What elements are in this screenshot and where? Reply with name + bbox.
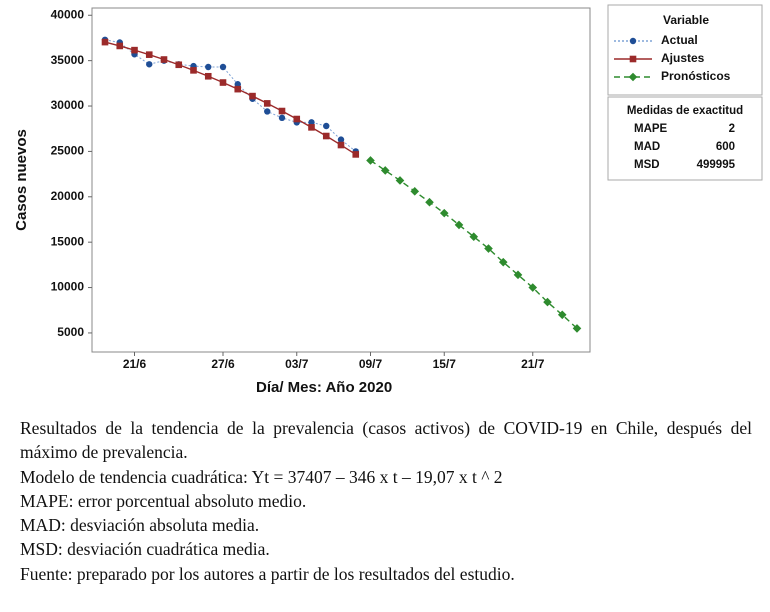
caption: Resultados de la tendencia de la prevale…: [20, 416, 752, 586]
accuracy-name: MAD: [634, 141, 660, 153]
plot-frame: [91, 7, 591, 353]
caption-line: Resultados de la tendencia de la prevale…: [20, 418, 752, 463]
point: [323, 122, 330, 130]
x-tick-label: 09/7: [359, 357, 383, 371]
point: [543, 297, 552, 307]
point: [366, 156, 375, 165]
point: [484, 244, 493, 253]
point: [337, 136, 345, 143]
y-tick-label: 15000: [51, 234, 85, 248]
legend-marker: [628, 72, 638, 82]
point: [264, 108, 271, 115]
point: [234, 85, 242, 93]
point: [204, 72, 212, 80]
y-tick-label: 20000: [51, 189, 85, 203]
series-line: [104, 41, 357, 155]
accuracy-title: Medidas de exactitud: [627, 105, 743, 117]
point: [278, 114, 286, 122]
point: [146, 61, 153, 68]
x-axis-label: Día/ Mes: Año 2020: [256, 379, 392, 396]
point: [308, 119, 315, 126]
point: [380, 166, 390, 175]
y-axis-label: Casos nuevos: [13, 129, 30, 231]
caption-line: MAD: desviación absoluta media.: [20, 515, 260, 536]
point: [352, 151, 360, 158]
legend-title: Variable: [663, 13, 709, 27]
point: [190, 67, 197, 74]
point: [160, 56, 168, 63]
legend-marker: [629, 55, 637, 63]
caption-line: Modelo de tendencia cuadrática: Yt = 374…: [20, 466, 503, 487]
point: [116, 42, 124, 50]
caption-line: MSD: desviación cuadrática media.: [20, 539, 270, 560]
x-tick-label: 21/6: [123, 357, 147, 371]
y-tick-label: 30000: [51, 98, 85, 112]
point: [572, 324, 582, 333]
point: [322, 132, 330, 140]
point: [454, 220, 464, 230]
point: [439, 208, 449, 218]
legend-label: Ajustes: [661, 51, 705, 65]
point: [131, 46, 138, 54]
accuracy-box: [607, 96, 763, 181]
point: [528, 283, 538, 292]
point: [337, 141, 345, 149]
accuracy-value: 499995: [697, 159, 736, 171]
point: [263, 100, 271, 107]
point: [293, 115, 301, 123]
caption-line: MAPE: error porcentual absoluto medio.: [20, 490, 307, 511]
accuracy-name: MSD: [634, 159, 660, 171]
point: [234, 81, 241, 88]
point: [175, 61, 183, 69]
point: [278, 107, 286, 115]
chart: Día/ Mes: Año 2020 Casos nuevos Variable…: [13, 4, 763, 396]
point: [425, 197, 434, 207]
legend-label: Pronósticos: [661, 69, 731, 83]
accuracy-name: MAPE: [634, 123, 668, 135]
y-tick-label: 40000: [51, 7, 85, 21]
point: [219, 63, 227, 71]
y-tick-label: 10000: [51, 280, 85, 294]
y-tick-label: 25000: [51, 144, 85, 158]
point: [145, 51, 153, 58]
x-tick-label: 15/7: [433, 357, 457, 371]
y-tick-label: 35000: [51, 53, 85, 67]
point: [219, 79, 227, 86]
point: [395, 176, 405, 185]
point: [308, 124, 315, 131]
point: [249, 92, 256, 100]
legend-marker: [629, 37, 637, 45]
point: [469, 232, 479, 242]
accuracy-value: 600: [716, 141, 735, 153]
series-line: [104, 39, 357, 152]
x-tick-label: 27/6: [211, 357, 235, 371]
x-tick-label: 21/7: [521, 357, 545, 371]
point: [410, 187, 420, 196]
point: [513, 270, 523, 280]
accuracy-value: 2: [729, 123, 735, 135]
point: [205, 63, 212, 71]
y-tick-label: 5000: [57, 325, 84, 339]
point: [101, 38, 109, 46]
x-tick-label: 03/7: [285, 357, 309, 371]
series-line: [370, 159, 578, 329]
point: [498, 257, 508, 267]
point: [557, 310, 567, 320]
caption-line: Fuente: preparado por los autores a part…: [20, 563, 515, 584]
legend-label: Actual: [661, 33, 698, 47]
